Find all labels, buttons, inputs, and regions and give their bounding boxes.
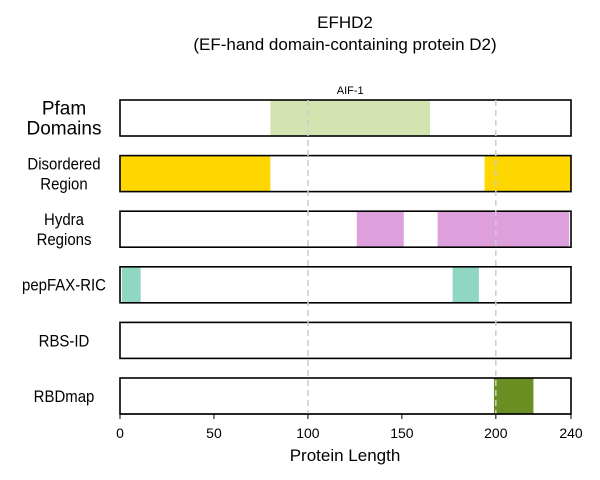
track-segment: [356, 211, 404, 248]
reference-lines: [307, 100, 497, 414]
track-segment: [437, 211, 570, 248]
track-label: RBDmap: [34, 388, 95, 406]
chart-title: EFHD2: [317, 13, 373, 32]
track-border: [119, 154, 572, 193]
track-label: RBS-ID: [39, 333, 90, 351]
track-segment: [452, 266, 479, 303]
track-segment: [120, 155, 271, 192]
x-tick-label: 150: [390, 425, 414, 441]
track-label: Hydra: [44, 211, 84, 229]
track-border: [119, 99, 572, 137]
x-axis-title: Protein Length: [290, 446, 401, 465]
track-label: Pfam: [42, 99, 86, 120]
track-label: pepFAX-RIC: [22, 277, 106, 295]
track-segment: [270, 100, 431, 136]
track-segment: [121, 266, 141, 303]
track-border: [119, 210, 572, 248]
track-label: Regions: [37, 231, 92, 249]
track-row: Disordered Region: [27, 154, 572, 194]
track-segment: [484, 155, 571, 192]
x-tick-label: 50: [206, 425, 222, 441]
track-label: Disordered: [27, 156, 100, 174]
x-tick-label: 240: [559, 425, 583, 441]
x-tick-label: 100: [296, 425, 320, 441]
track-background: [120, 266, 571, 303]
x-tick-label: 0: [116, 425, 124, 441]
track-label: Region: [40, 176, 87, 194]
segment-label: AIF-1: [337, 85, 364, 97]
track-row: pepFAX-RIC: [22, 265, 572, 304]
track-row: RBS-ID: [39, 321, 572, 360]
track-row: Hydra Regions: [37, 210, 572, 249]
track-segment: [493, 378, 534, 414]
track-border: [119, 265, 572, 304]
x-tick-label: 200: [484, 425, 508, 441]
track-border: [119, 321, 572, 360]
track-background: [120, 322, 571, 359]
chart-subtitle: (EF-hand domain-containing protein D2): [193, 35, 496, 54]
track-row: RBDmap: [34, 377, 572, 415]
track-label: Domains: [27, 119, 102, 140]
x-axis: 0 50 100 150 200 240: [116, 413, 583, 441]
